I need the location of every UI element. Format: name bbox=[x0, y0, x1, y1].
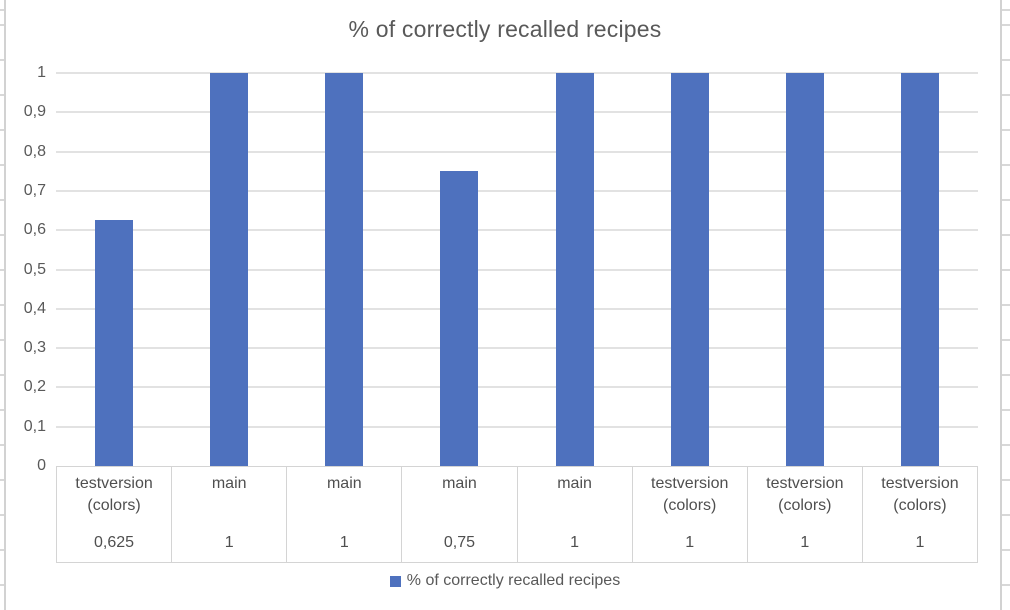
spreadsheet-column-gridline-left bbox=[4, 0, 6, 610]
bar bbox=[440, 171, 479, 466]
plot-area bbox=[56, 72, 978, 466]
category-value-label: 1 bbox=[339, 534, 349, 551]
y-axis: 0 0,1 0,2 0,3 0,4 0,5 0,6 0,7 0,8 0,9 1 bbox=[0, 64, 46, 474]
y-axis-tick-label: 0,6 bbox=[23, 221, 46, 239]
category-label: testversion (colors) bbox=[651, 475, 729, 514]
category-cell: main 1 bbox=[287, 467, 403, 562]
legend-label: % of correctly recalled recipes bbox=[406, 572, 621, 589]
category-cell: main 0,75 bbox=[402, 467, 518, 562]
category-label: main bbox=[326, 475, 362, 492]
y-axis-tick-label: 0,5 bbox=[23, 260, 46, 278]
bar bbox=[555, 73, 594, 466]
y-gridline bbox=[56, 425, 978, 428]
y-axis-tick-label: 0,1 bbox=[23, 417, 46, 435]
spreadsheet-row-gridlines-left bbox=[0, 0, 4, 610]
category-value-label: 0,625 bbox=[94, 534, 135, 551]
bar bbox=[325, 73, 364, 466]
category-label: testversion (colors) bbox=[881, 475, 959, 514]
category-cell: testversion (colors) 0,625 bbox=[57, 467, 173, 562]
y-gridline bbox=[56, 307, 978, 310]
category-value-label: 1 bbox=[685, 534, 695, 551]
chart-title: % of correctly recalled recipes bbox=[348, 16, 662, 42]
y-axis-tick-label: 0,3 bbox=[23, 339, 46, 357]
category-value-label: 1 bbox=[570, 534, 580, 551]
y-axis-tick-label: 0,4 bbox=[23, 299, 46, 317]
category-axis-table: testversion (colors) 0,625 main 1 main 1 main 0… bbox=[56, 466, 978, 563]
category-value-label: 1 bbox=[915, 534, 925, 551]
y-gridline bbox=[56, 72, 978, 74]
y-gridline bbox=[56, 229, 978, 232]
y-axis-tick-label: 0,8 bbox=[23, 142, 46, 160]
category-label: main bbox=[557, 475, 592, 492]
spreadsheet-column-gridline-right bbox=[1000, 0, 1002, 610]
bar bbox=[901, 73, 940, 466]
y-gridline bbox=[56, 111, 978, 114]
category-value-label: 0,75 bbox=[443, 534, 475, 551]
bar bbox=[209, 73, 248, 466]
legend: % of correctly recalled recipes bbox=[0, 572, 1010, 590]
bar bbox=[786, 73, 825, 466]
bar bbox=[670, 73, 709, 466]
y-gridline bbox=[56, 150, 978, 153]
category-label: testversion (colors) bbox=[75, 475, 153, 514]
y-gridline bbox=[56, 386, 978, 389]
bar bbox=[94, 220, 133, 466]
y-axis-tick-label: 0,2 bbox=[23, 378, 46, 396]
y-gridline bbox=[56, 268, 978, 271]
category-cell: testversion (colors) 1 bbox=[633, 467, 748, 562]
category-label: main bbox=[211, 475, 247, 492]
y-axis-tick-label: 0,9 bbox=[23, 103, 46, 121]
category-value-label: 1 bbox=[224, 534, 234, 551]
category-label: main bbox=[442, 475, 477, 492]
y-axis-tick-label: 0,7 bbox=[23, 181, 46, 199]
category-cell: main 1 bbox=[172, 467, 288, 562]
category-cell: main 1 bbox=[518, 467, 633, 562]
y-axis-tick-label: 1 bbox=[37, 64, 46, 81]
category-value-label: 1 bbox=[800, 534, 810, 551]
y-gridline bbox=[56, 347, 978, 350]
legend-color-swatch-icon bbox=[389, 576, 401, 587]
category-cell: testversion (colors) 1 bbox=[863, 467, 978, 562]
y-gridline bbox=[56, 189, 978, 192]
category-cell: testversion (colors) 1 bbox=[748, 467, 863, 562]
y-axis-tick-label: 0 bbox=[37, 457, 46, 474]
spreadsheet-row-gridlines-right bbox=[1002, 0, 1010, 610]
category-label: testversion (colors) bbox=[766, 475, 844, 514]
